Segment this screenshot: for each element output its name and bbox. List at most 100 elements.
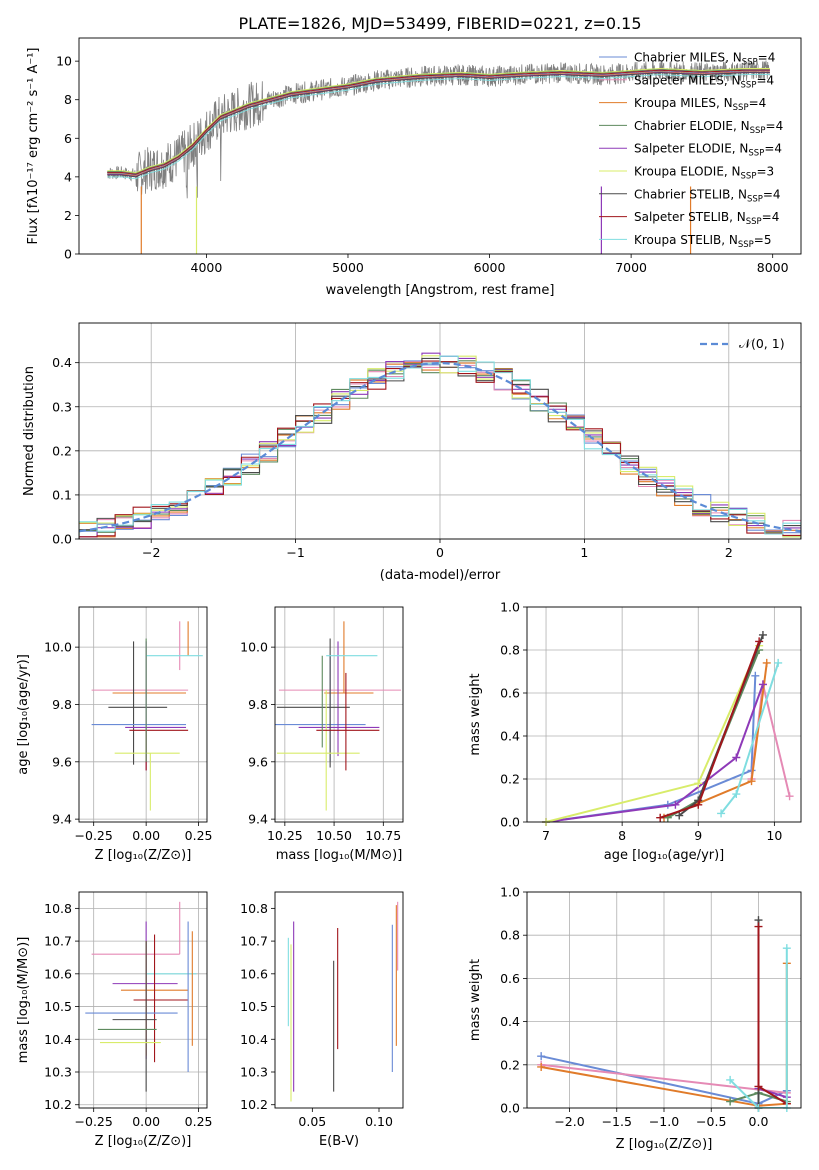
- y-axis-label: mass [log₁₀(M/M⊙)]: [16, 937, 31, 1064]
- y-tick-label: 10.7: [44, 934, 72, 949]
- x-tick-label: 0.05: [298, 1114, 326, 1129]
- weight-series: [545, 645, 761, 822]
- y-tick-label: 10.5: [240, 999, 268, 1014]
- weight-marker: [755, 637, 764, 646]
- x-tick-label: −1: [286, 545, 304, 560]
- observed-spectrum: [106, 60, 771, 199]
- spectrum-panel: 4000 5000 6000 7000 8000 0 2 4 6 8 10 wavelength [A…: [26, 37, 802, 298]
- x-axis-label: wavelength [Angstrom, rest frame]: [326, 283, 555, 298]
- axes-frame: [78, 37, 802, 255]
- x-tick-label: 7: [542, 828, 550, 843]
- mass-vs-metallicity-panel: −0.25 0.00 0.25 10.2 10.3 10.4 10.5 10.6 10.7 10.…: [16, 891, 213, 1149]
- x-axis-label: Z [log₁₀(Z/Z⊙)]: [95, 1134, 192, 1149]
- age-vs-mass-panel: 10.25 10.50 10.75 9.4 9.6 9.8 10.0 mass [log₁₀(…: [240, 606, 404, 863]
- legend-entry: Kroupa MILES, NSSP=4: [634, 96, 766, 113]
- axes-frame: [78, 322, 802, 540]
- weight-marker: [671, 800, 680, 809]
- y-tick-label: 0.8: [500, 643, 520, 658]
- y-tick-label: 10: [56, 54, 72, 69]
- axes-frame: [526, 606, 802, 823]
- weight-marker: [785, 792, 794, 801]
- y-tick-label: 9.6: [52, 754, 72, 769]
- axes-frame: [274, 891, 404, 1109]
- y-tick-label: 0.4: [52, 355, 72, 370]
- axes-frame: [274, 606, 404, 823]
- y-tick-label: 0.0: [500, 815, 520, 830]
- x-tick-label: 7000: [615, 260, 647, 275]
- weight-marker: [717, 809, 726, 818]
- legend-entry: Salpeter ELODIE, NSSP=4: [634, 142, 782, 159]
- y-tick-label: 0.0: [500, 1101, 520, 1116]
- x-tick-label: 6000: [474, 260, 506, 275]
- legend-entry: 𝒩(0, 1): [739, 336, 785, 351]
- x-tick-label: 0.00: [132, 1114, 160, 1129]
- x-tick-label: 10.75: [365, 828, 401, 843]
- y-tick-label: 0.3: [52, 399, 72, 414]
- weight-marker: [675, 811, 684, 820]
- weight-marker: [762, 658, 771, 667]
- y-tick-label: 0.1: [52, 487, 72, 502]
- x-tick-label: 8000: [757, 260, 789, 275]
- x-tick-label: −0.25: [75, 828, 113, 843]
- y-tick-label: 10.0: [44, 640, 72, 655]
- y-axis-label: Normed distribution: [22, 366, 37, 496]
- y-tick-label: 2: [64, 208, 72, 223]
- histogram-series: [79, 355, 801, 539]
- weight-series: [663, 662, 768, 819]
- x-axis-label: age [log₁₀(age/yr)]: [604, 848, 725, 863]
- y-tick-label: 9.4: [248, 812, 268, 827]
- weight-series: [757, 926, 788, 1105]
- y-tick-label: 0.6: [500, 971, 520, 986]
- mass-vs-ebv-panel: 0.05 0.10 10.2 10.3 10.4 10.5 10.6 10.7 10.8 E(B-…: [240, 891, 404, 1149]
- x-axis-label: Z [log₁₀(Z/Z⊙)]: [95, 848, 192, 863]
- x-tick-label: 0.0: [749, 1114, 769, 1129]
- legend-entry: Salpeter MILES, NSSP=4: [634, 73, 774, 90]
- x-tick-label: 0.00: [132, 828, 160, 843]
- x-tick-label: 0.25: [185, 1114, 213, 1129]
- y-axis-label: mass weight: [468, 673, 483, 755]
- normal-reference-curve: [79, 361, 801, 533]
- y-tick-label: 4: [64, 169, 72, 184]
- legend-entry: Chabrier ELODIE, NSSP=4: [634, 119, 783, 136]
- y-tick-label: 0.2: [52, 443, 72, 458]
- y-tick-label: 6: [64, 131, 72, 146]
- y-tick-label: 10.3: [44, 1065, 72, 1080]
- weight-marker: [732, 753, 741, 762]
- legend-entry: Chabrier MILES, NSSP=4: [634, 51, 775, 68]
- y-tick-label: 10.7: [240, 934, 268, 949]
- x-tick-label: −2.0: [554, 1114, 584, 1129]
- y-axis-label: mass weight: [468, 959, 483, 1041]
- weight-series: [729, 948, 788, 1108]
- y-tick-label: 10.2: [240, 1097, 268, 1112]
- weight-marker: [726, 1075, 735, 1084]
- x-axis-label: Z [log₁₀(Z/Z⊙)]: [616, 1137, 713, 1152]
- weight-marker: [758, 630, 767, 639]
- weight-marker: [758, 680, 767, 689]
- x-tick-label: 0: [436, 545, 444, 560]
- y-tick-label: 10.3: [240, 1065, 268, 1080]
- model-spectrum: [107, 69, 770, 175]
- y-tick-label: 9.4: [52, 812, 72, 827]
- weight-marker: [656, 813, 665, 822]
- weight-marker: [774, 658, 783, 667]
- y-tick-label: 0.2: [500, 1057, 520, 1072]
- x-axis-label: (data-model)/error: [380, 568, 501, 583]
- weight-marker: [726, 1097, 735, 1106]
- y-tick-label: 10.0: [240, 640, 268, 655]
- y-tick-label: 10.4: [44, 1032, 72, 1047]
- y-tick-label: 10.6: [240, 966, 268, 981]
- x-tick-label: −2: [142, 545, 160, 560]
- weight-marker: [694, 779, 703, 788]
- y-tick-label: 10.6: [44, 966, 72, 981]
- figure-title: PLATE=1826, MJD=53499, FIBERID=0221, z=0…: [238, 14, 641, 33]
- weight-series: [545, 675, 757, 822]
- y-tick-label: 0.8: [500, 928, 520, 943]
- x-tick-label: 5000: [332, 260, 364, 275]
- weight-marker: [751, 671, 760, 680]
- weight-marker: [782, 944, 791, 953]
- y-tick-label: 0: [64, 247, 72, 262]
- x-tick-label: 10.50: [316, 828, 352, 843]
- x-tick-label: 4000: [191, 260, 223, 275]
- weight-series: [541, 1063, 787, 1094]
- y-tick-label: 1.0: [500, 600, 520, 615]
